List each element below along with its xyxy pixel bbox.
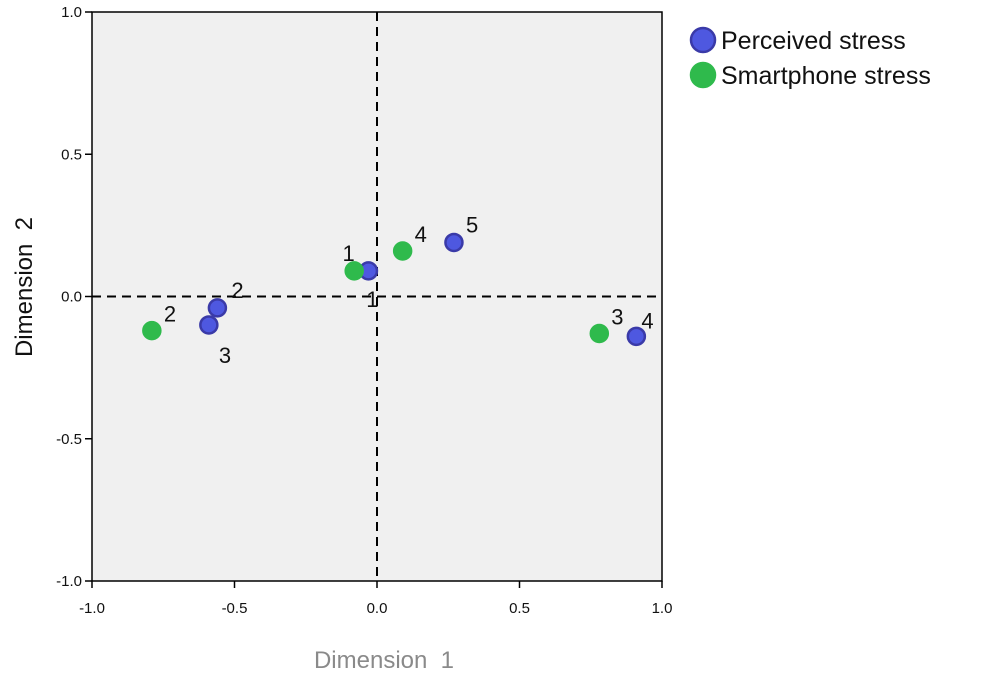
x-axis: -1.0 -0.5 0.0 0.5 1.0: [79, 581, 672, 617]
perceived-stress-point-label-3: 3: [219, 343, 231, 368]
perceived-stress-point-5: [444, 232, 464, 253]
perceived-stress-point-label-1: 1: [342, 241, 354, 266]
legend-label-smartphone-stress: Smartphone stress: [721, 62, 931, 90]
perceived-stress-point-label-4: 4: [641, 308, 653, 333]
smartphone-stress-point-3: [589, 323, 610, 344]
smartphone-stress-point-1: [344, 261, 364, 281]
y-tick-label: 0.5: [61, 146, 82, 163]
x-tick-label: 0.5: [509, 600, 530, 617]
y-tick-label: 0.0: [61, 289, 82, 306]
legend-marker-smartphone-stress: [689, 61, 717, 89]
smartphone-stress-point-label-2: 2: [164, 302, 176, 327]
smartphone-stress-point-label-3: 3: [611, 304, 623, 329]
y-tick-label: -0.5: [56, 431, 82, 448]
x-tick-label: -1.0: [79, 600, 105, 617]
perceived-stress-point-label-5: 5: [466, 212, 478, 237]
x-tick-label: 0.0: [367, 600, 388, 617]
perceived-stress-point-4: [626, 326, 647, 347]
perceived-stress-point-3: [199, 315, 219, 335]
perceived-stress-point-label-2: 2: [231, 278, 243, 303]
y-tick-label: 1.0: [61, 4, 82, 21]
y-axis: 1.0 0.5 0.0 -0.5 -1.0: [56, 4, 92, 590]
x-tick-label: 1.0: [652, 600, 673, 617]
legend: Perceived stress Smartphone stress: [689, 26, 931, 90]
y-tick-label: -1.0: [56, 573, 82, 590]
x-tick-label: -0.5: [222, 600, 248, 617]
legend-marker-perceived-stress: [689, 26, 717, 54]
reference-lines: [92, 12, 662, 581]
perceived-stress-point-2: [207, 298, 228, 318]
smartphone-stress-point-2: [142, 320, 162, 341]
legend-label-perceived-stress: Perceived stress: [721, 27, 906, 55]
smartphone-stress-point-4: [392, 241, 413, 261]
smartphone-stress-point-label-4: 4: [415, 222, 427, 247]
data-points: [142, 232, 647, 347]
smartphone-stress-point-label-1: 1: [366, 287, 378, 312]
y-axis-label: Dimension 2: [11, 217, 38, 357]
x-axis-label: Dimension 1: [314, 647, 454, 674]
